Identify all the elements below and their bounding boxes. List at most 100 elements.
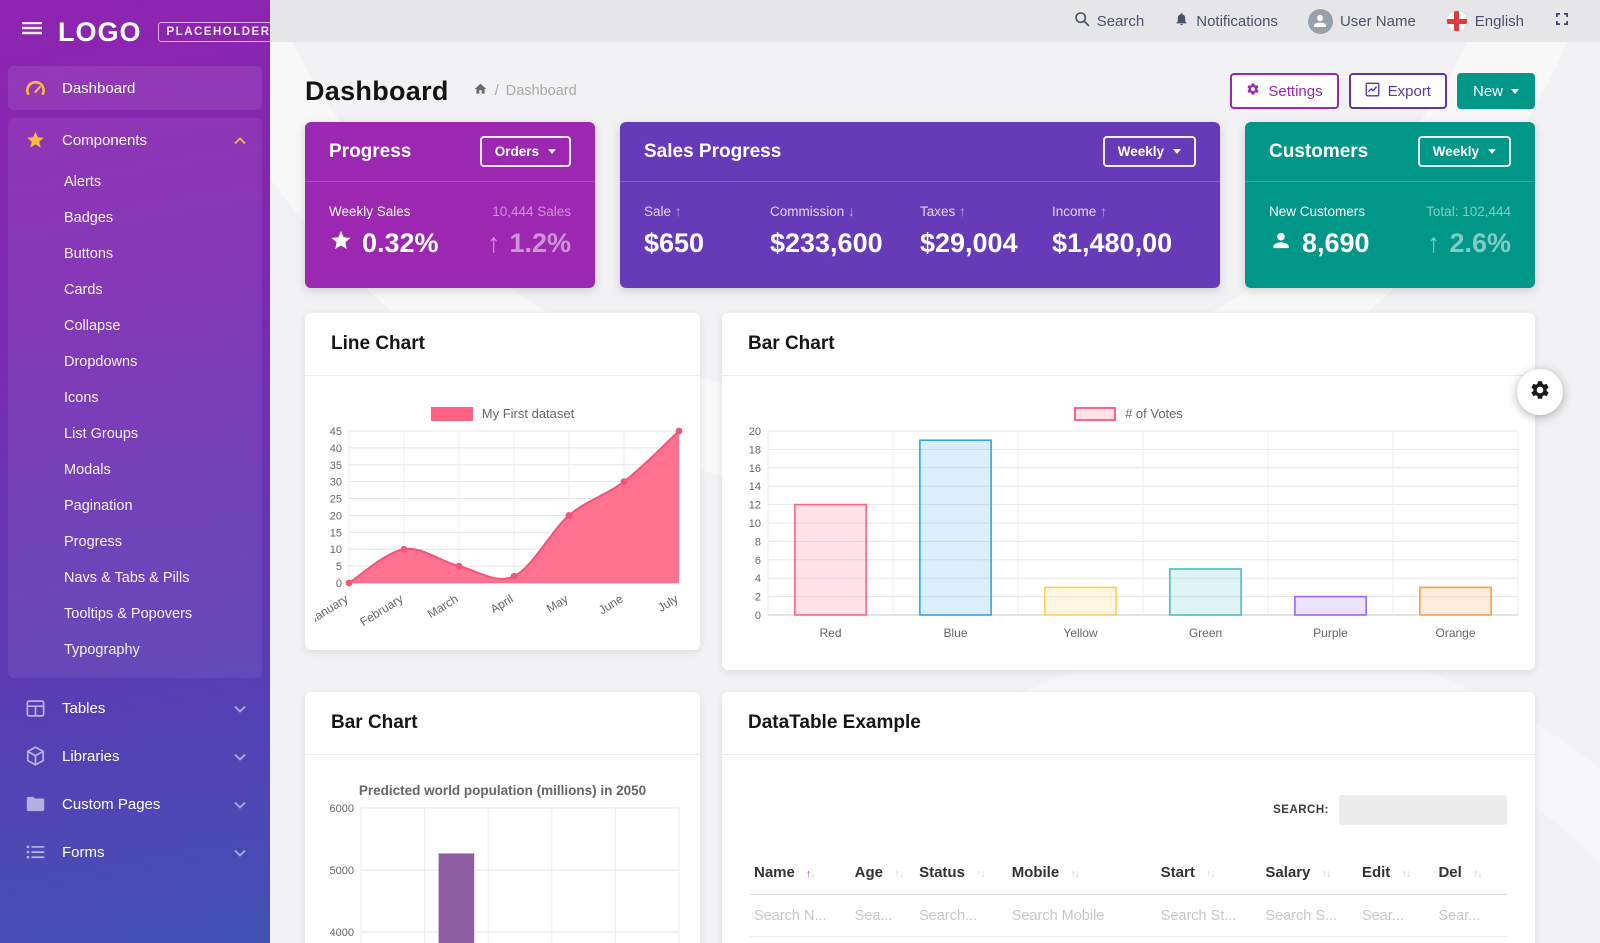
svg-text:16: 16	[749, 463, 761, 475]
cell-mobile: +03(912364578)	[1007, 936, 1157, 943]
column-filter-input-del[interactable]	[1438, 908, 1500, 924]
sidebar-item-label: Tables	[62, 699, 106, 717]
column-header-status[interactable]: Status ↑↓	[915, 851, 1008, 895]
new-button[interactable]: New	[1456, 73, 1535, 109]
svg-text:45: 45	[330, 426, 342, 438]
column-header-age[interactable]: Age ↑↓	[850, 851, 916, 895]
sidebar-subitem-navs-tabs-pills[interactable]: Navs & Tabs & Pills	[64, 570, 190, 586]
export-button-label: Export	[1387, 82, 1431, 100]
column-header-edit[interactable]: Edit ↑↓	[1357, 851, 1435, 895]
sidebar-subitem-tooltips-popovers[interactable]: Tooltips & Popovers	[64, 606, 193, 622]
column-header-mobile[interactable]: Mobile ↑↓	[1007, 851, 1157, 895]
customers-card: Customers Weekly New Customers 8,690	[1245, 122, 1535, 288]
logo-badge: PLACEHOLDER	[157, 22, 270, 42]
sidebar-subitem-list-groups[interactable]: List Groups	[64, 426, 139, 442]
column-filter-input-name[interactable]	[754, 908, 843, 924]
search-icon	[1074, 11, 1090, 31]
sidebar-subitem-icons[interactable]: Icons	[64, 390, 99, 406]
legend-label: My First dataset	[481, 406, 575, 421]
svg-text:6: 6	[755, 555, 761, 567]
settings-button-label: Settings	[1268, 82, 1323, 100]
sales-stats-grid: Sale ↑ $650 Commission ↓ $233,600 Taxes ↑ $29…	[620, 182, 1220, 288]
svg-text:0: 0	[755, 610, 761, 622]
gear-icon	[1246, 82, 1260, 100]
column-header-name[interactable]: Name ↑↓	[750, 851, 851, 895]
nav-notifications[interactable]: Notifications	[1174, 11, 1278, 31]
datatable-search-input[interactable]	[1339, 795, 1507, 825]
arrow-down-icon: ↓	[848, 203, 855, 219]
page-title: Dashboard	[305, 75, 449, 106]
sidebar-subitem-badges[interactable]: Badges	[64, 210, 114, 226]
line-chart-legend[interactable]: My First dataset	[315, 406, 690, 421]
nav-language[interactable]: English	[1445, 10, 1524, 32]
cell-salary: $120,800	[1261, 936, 1358, 943]
svg-text:Red: Red	[819, 626, 841, 640]
column-filter-input-edit[interactable]	[1361, 908, 1428, 924]
sidebar-item-tables[interactable]: Tables	[8, 686, 262, 730]
svg-text:March: March	[425, 592, 461, 622]
column-header-salary[interactable]: Salary ↑↓	[1261, 851, 1358, 895]
bar-chart-legend[interactable]: # of Votes	[732, 406, 1525, 421]
sidebar-subitem-cards[interactable]: Cards	[64, 282, 103, 298]
settings-button[interactable]: Settings	[1230, 73, 1339, 109]
nav-fullscreen[interactable]	[1554, 11, 1570, 31]
svg-text:20: 20	[330, 510, 342, 522]
weekly-dropdown[interactable]: Weekly	[1417, 136, 1511, 167]
sidebar-subitem-dropdowns[interactable]: Dropdowns	[64, 354, 138, 370]
sidebar-subitem-pagination[interactable]: Pagination	[64, 498, 133, 514]
svg-text:8: 8	[755, 536, 761, 548]
sidebar-subitem-modals[interactable]: Modals	[64, 462, 111, 478]
nav-search[interactable]: Search	[1074, 11, 1144, 31]
tachometer-icon	[24, 79, 46, 97]
sidebar-item-components[interactable]: Components	[8, 118, 262, 162]
bar-chart-card-title: Bar Chart	[748, 333, 835, 354]
charts-row: Line Chart My First dataset 0 5 10 15 20 25 30…	[305, 313, 1535, 670]
star-stat-icon	[329, 228, 353, 259]
theme-settings-fab[interactable]	[1517, 369, 1563, 415]
datatable-header-row: Name ↑↓ Age ↑↓ Status ↑↓ Mobile ↑↓ Start ↑↓ S…	[750, 851, 1507, 895]
chevron-down-icon	[234, 700, 246, 717]
column-filter-input-status[interactable]	[919, 908, 1000, 924]
export-button[interactable]: Export	[1348, 73, 1447, 109]
hamburger-icon[interactable]	[22, 21, 42, 43]
column-filter-input-salary[interactable]	[1265, 908, 1350, 924]
sidebar-subitem-buttons[interactable]: Buttons	[64, 246, 114, 262]
arrow-up-icon: ↑	[959, 203, 967, 219]
star-icon	[24, 130, 46, 150]
nav-user[interactable]: User Name	[1307, 8, 1416, 34]
column-header-start[interactable]: Start ↑↓	[1156, 851, 1262, 895]
sidebar-subitem-progress[interactable]: Progress	[64, 534, 123, 550]
sort-icons: ↑↓	[1206, 868, 1216, 880]
column-filter-input-start[interactable]	[1160, 908, 1253, 924]
svg-text:4000: 4000	[330, 927, 354, 939]
svg-text:Green: Green	[1189, 626, 1222, 640]
sort-icons: ↑↓	[1401, 868, 1411, 880]
sort-icons: ↑↓	[976, 868, 986, 880]
chevron-down-icon	[234, 844, 246, 861]
sales-stat-income: Income ↑ $1,480,00	[1051, 203, 1173, 258]
logo-text[interactable]: LOGO	[58, 16, 142, 47]
sidebar-subitem-alerts[interactable]: Alerts	[64, 174, 102, 190]
sidebar-subitem-typography[interactable]: Typography	[64, 642, 140, 658]
sidebar-item-dashboard[interactable]: Dashboard	[8, 66, 262, 110]
svg-text:5: 5	[336, 561, 342, 573]
list-icon	[24, 844, 46, 860]
population-bar-chart-card: Bar Chart Predicted world population (mi…	[305, 692, 700, 943]
caret-down-icon	[1173, 149, 1181, 154]
orders-dropdown[interactable]: Orders	[479, 136, 571, 167]
home-icon[interactable]	[473, 82, 488, 100]
column-header-del[interactable]: Del ↑↓	[1434, 851, 1507, 895]
sidebar-item-custom-pages[interactable]: Custom Pages	[8, 782, 262, 826]
sidebar-item-libraries[interactable]: Libraries	[8, 734, 262, 778]
sidebar-item-forms[interactable]: Forms	[8, 830, 262, 874]
arrow-up-icon: ↑	[486, 227, 501, 258]
column-filter-input-mobile[interactable]	[1011, 908, 1146, 924]
weekly-dropdown[interactable]: Weekly	[1102, 136, 1196, 167]
sales-stat-sale: Sale ↑ $650	[644, 203, 705, 258]
line-chart-card: Line Chart My First dataset 0 5 10 15 20 25 30…	[305, 313, 700, 650]
sidebar-subitem-collapse[interactable]: Collapse	[64, 318, 121, 334]
sort-icons: ↑↓	[1070, 868, 1080, 880]
svg-text:May: May	[544, 592, 571, 616]
column-filter-input-age[interactable]	[854, 908, 909, 924]
